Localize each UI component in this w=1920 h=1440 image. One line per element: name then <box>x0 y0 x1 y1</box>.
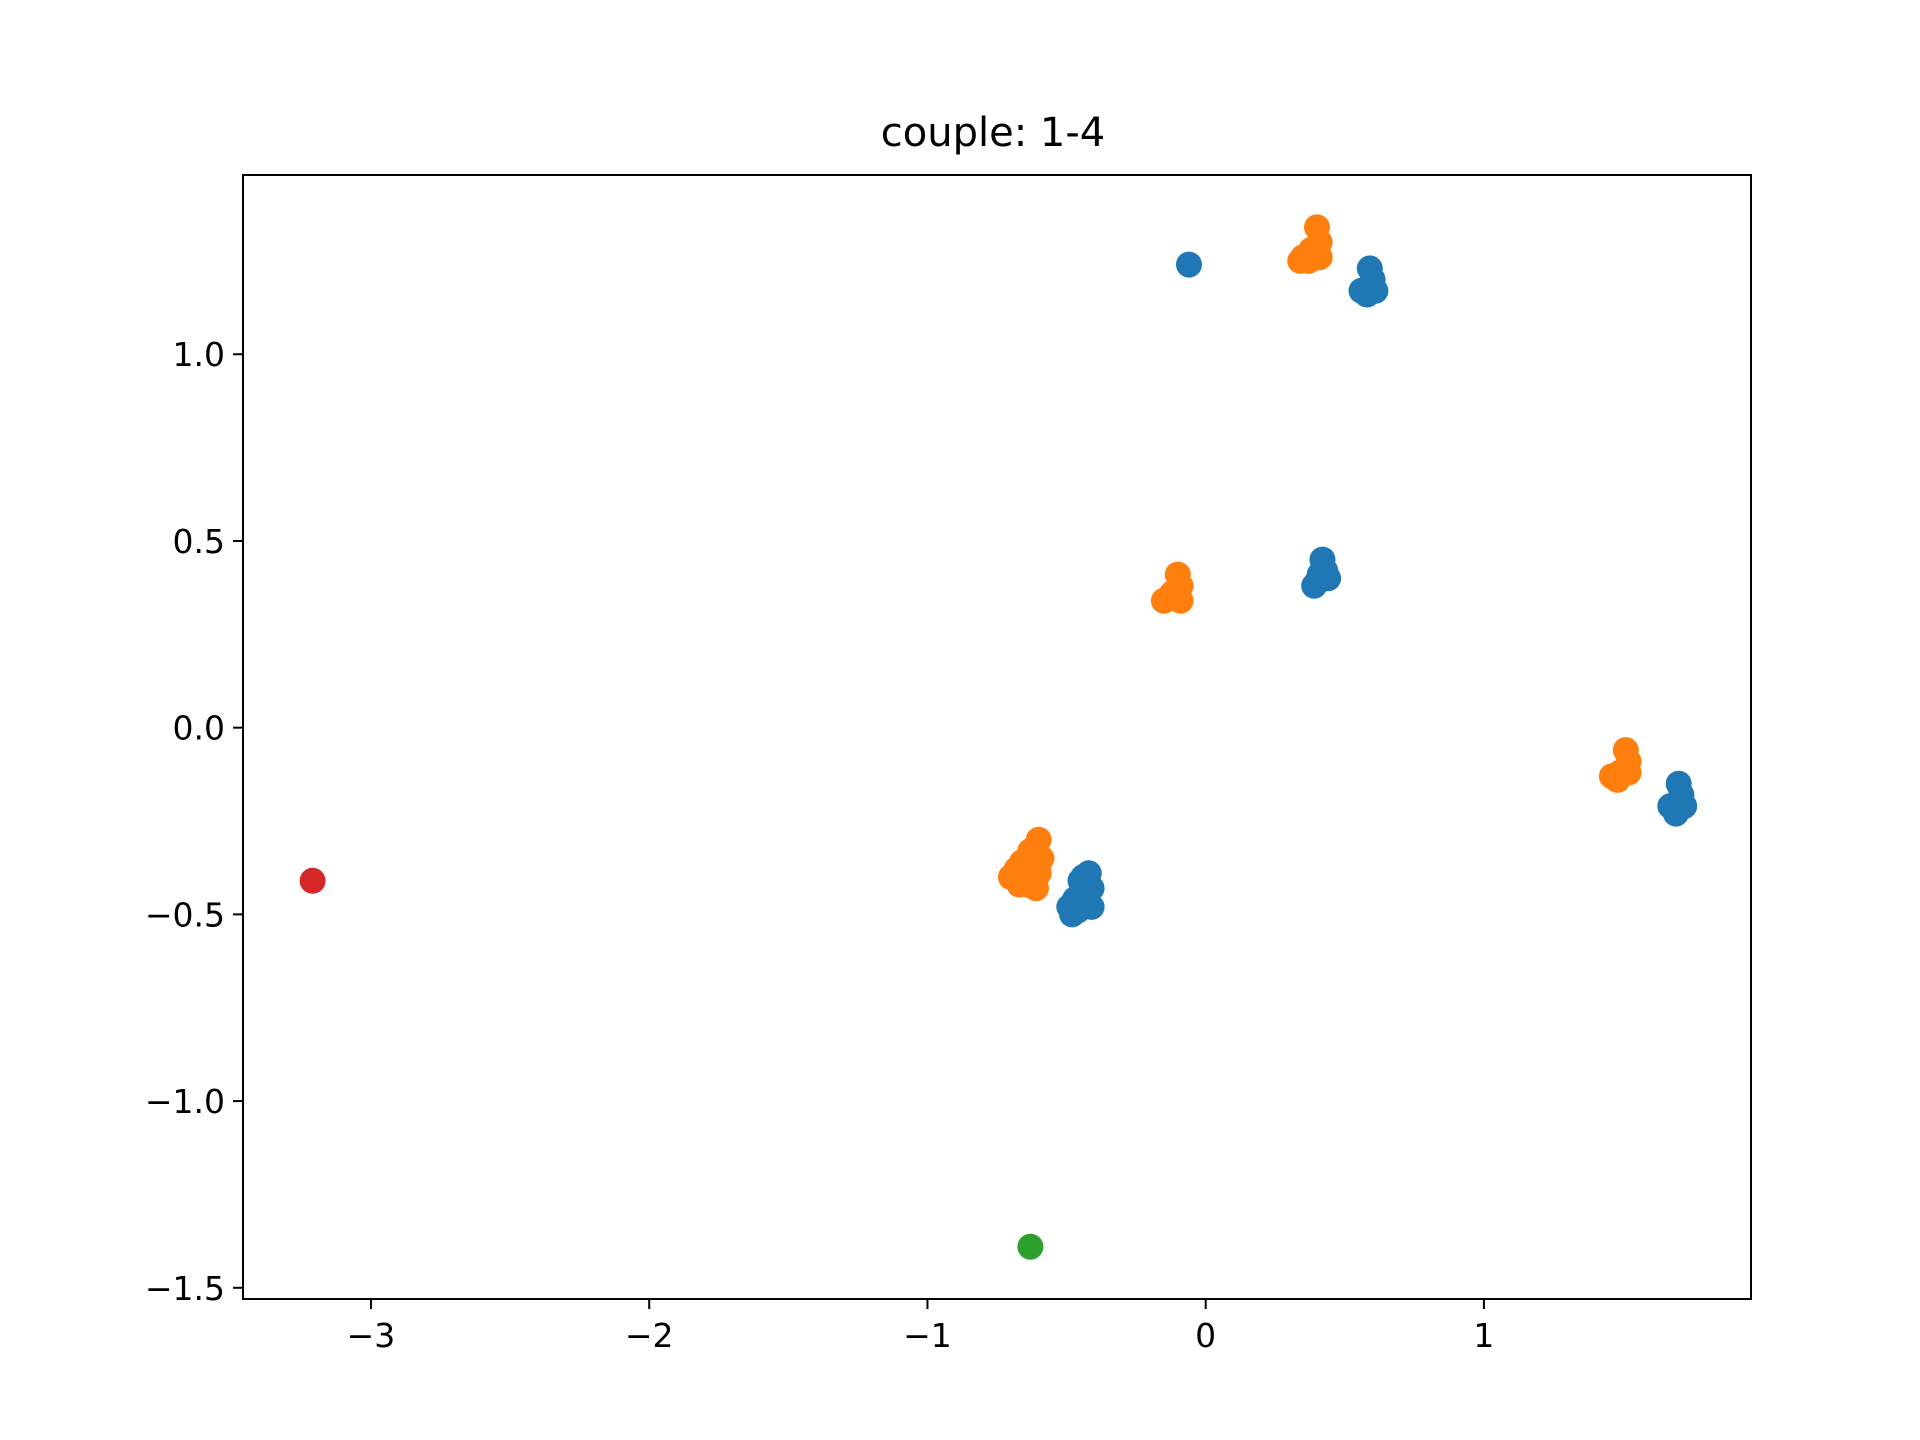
x-tick-label: 1 <box>1473 1316 1494 1355</box>
data-point <box>299 867 326 894</box>
y-tick-label: −1.0 <box>145 1082 225 1121</box>
plot-area-frame <box>242 174 1752 1300</box>
data-point <box>1615 759 1642 786</box>
y-tick-label: 1.0 <box>173 335 225 374</box>
y-tick-label: −1.5 <box>145 1269 225 1308</box>
data-point <box>1070 864 1097 890</box>
data-point <box>1159 580 1186 607</box>
data-point <box>1176 251 1202 278</box>
x-axis: −3 −2 −1 0 1 <box>347 1299 1494 1355</box>
y-tick-label: 0.5 <box>173 522 225 561</box>
data-point <box>1306 244 1333 271</box>
x-tick-label: −3 <box>347 1316 396 1355</box>
y-tick-label: 0.0 <box>173 709 225 748</box>
x-tick-label: −1 <box>903 1316 952 1355</box>
series-3 <box>299 867 326 894</box>
data-point <box>1011 864 1038 890</box>
data-point <box>1362 277 1389 304</box>
data-point <box>1662 800 1689 827</box>
series-0 <box>1056 251 1698 928</box>
data-point <box>1017 1233 1044 1260</box>
data-point <box>1306 561 1333 588</box>
points-layer <box>299 214 1698 1260</box>
series-2 <box>1017 1233 1044 1260</box>
y-tick-label: −0.5 <box>145 895 225 934</box>
x-tick-label: 0 <box>1195 1316 1216 1355</box>
series-1 <box>997 214 1642 902</box>
x-tick-label: −2 <box>625 1316 674 1355</box>
y-axis: −1.5 −1.0 −0.5 0.0 0.5 1.0 <box>145 335 243 1308</box>
chart-title: couple: 1-4 <box>881 110 1105 156</box>
